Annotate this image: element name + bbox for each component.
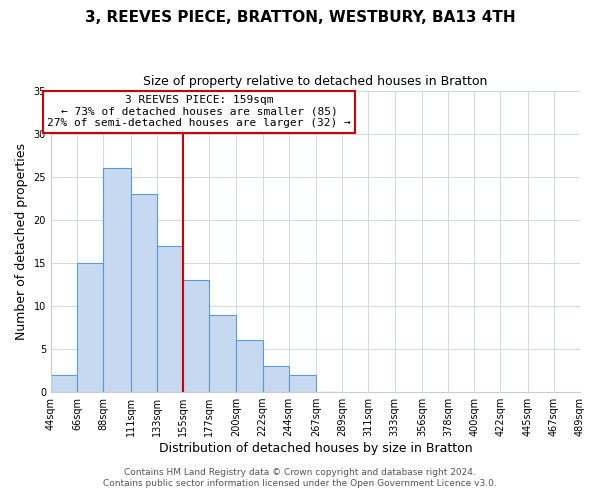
Bar: [209, 314, 236, 392]
Bar: [51, 375, 77, 392]
Bar: [103, 168, 131, 392]
Bar: [263, 366, 289, 392]
Y-axis label: Number of detached properties: Number of detached properties: [15, 143, 28, 340]
Text: 3, REEVES PIECE, BRATTON, WESTBURY, BA13 4TH: 3, REEVES PIECE, BRATTON, WESTBURY, BA13…: [85, 10, 515, 25]
Bar: [131, 194, 157, 392]
Bar: [289, 375, 316, 392]
Text: Contains HM Land Registry data © Crown copyright and database right 2024.
Contai: Contains HM Land Registry data © Crown c…: [103, 468, 497, 487]
Text: 3 REEVES PIECE: 159sqm
← 73% of detached houses are smaller (85)
27% of semi-det: 3 REEVES PIECE: 159sqm ← 73% of detached…: [47, 95, 351, 128]
Bar: [157, 246, 183, 392]
Bar: [236, 340, 263, 392]
Bar: [183, 280, 209, 392]
Bar: [77, 263, 103, 392]
Title: Size of property relative to detached houses in Bratton: Size of property relative to detached ho…: [143, 75, 488, 88]
X-axis label: Distribution of detached houses by size in Bratton: Distribution of detached houses by size …: [158, 442, 472, 455]
